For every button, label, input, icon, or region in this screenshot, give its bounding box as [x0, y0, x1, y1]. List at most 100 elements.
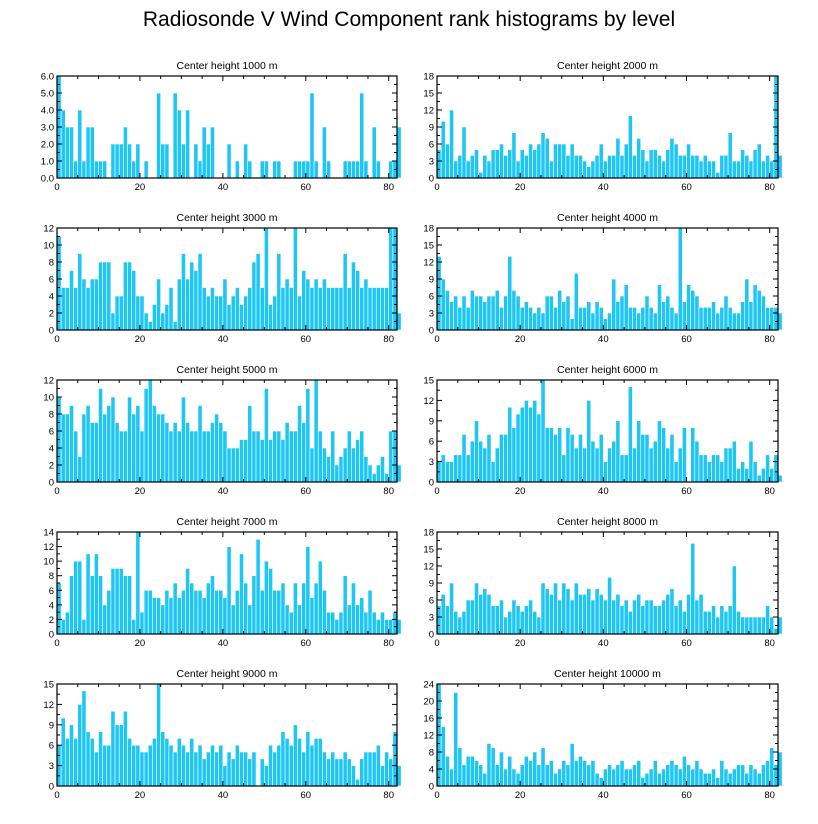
histogram-bar [673, 461, 679, 483]
histogram-bar [106, 744, 112, 787]
histogram-bar [355, 604, 360, 635]
histogram-bar [736, 611, 741, 635]
histogram-bar [247, 160, 253, 179]
chart-title: Center height 7000 m [177, 516, 278, 528]
histogram-bar [665, 295, 671, 331]
histogram-bar [114, 568, 120, 635]
histogram-bar [313, 278, 319, 331]
y-tick-label: 12 [423, 731, 434, 742]
histogram-bar [210, 575, 215, 635]
histogram-bar [330, 287, 336, 331]
y-tick-label: 2 [49, 615, 54, 626]
histogram-bar [201, 287, 207, 331]
histogram-bar [106, 589, 112, 635]
chart-title: Center height 10000 m [554, 668, 661, 680]
y-tick-label: 12 [43, 376, 54, 387]
histogram-bar [326, 160, 331, 179]
histogram-bar [748, 616, 754, 635]
histogram-bar [272, 751, 278, 787]
histogram-bar [524, 755, 529, 787]
histogram-bar [777, 616, 783, 635]
histogram-bar [519, 764, 525, 787]
histogram-bar [557, 143, 563, 179]
histogram-bar [168, 597, 174, 635]
x-tick-label: 20 [515, 486, 526, 497]
x-tick-label: 20 [135, 334, 146, 345]
x-tick-label: 60 [681, 638, 692, 649]
histogram-bar [81, 160, 87, 179]
histogram-bar [214, 751, 220, 787]
histogram-bar [135, 405, 141, 483]
x-tick-label: 0 [434, 790, 439, 801]
histogram-bar [657, 772, 662, 787]
y-tick-label: 6.0 [41, 72, 54, 83]
histogram-bar [288, 611, 294, 635]
x-tick-label: 0 [54, 638, 59, 649]
y-tick-label: 20 [423, 697, 434, 708]
histogram-bar [769, 747, 775, 787]
histogram-bar [611, 155, 617, 179]
histogram-bar [380, 456, 385, 483]
histogram-bar [698, 594, 704, 635]
histogram-bar [461, 126, 467, 179]
histogram-bar [652, 440, 658, 483]
histogram-bar [594, 772, 600, 787]
histogram-bar [334, 287, 340, 331]
histogram-bar [669, 588, 675, 635]
histogram-bar [561, 301, 567, 331]
y-tick-label: 0 [429, 478, 434, 489]
histogram-bar [193, 143, 199, 179]
chart-title: Center height 1000 m [177, 60, 278, 72]
histogram-bar [528, 599, 533, 635]
y-tick-label: 10 [43, 557, 54, 568]
histogram-bar [777, 312, 783, 331]
histogram-bar [243, 295, 249, 331]
histogram-bar [135, 295, 141, 331]
histogram-bar [586, 588, 592, 635]
histogram-bar [89, 278, 95, 331]
histogram-bar [573, 155, 579, 179]
histogram-bar [284, 738, 290, 787]
histogram-bar [524, 605, 529, 635]
histogram-bar [731, 768, 737, 787]
histogram-bar [102, 744, 108, 787]
histogram-bar [478, 172, 484, 179]
histogram-bar [536, 413, 542, 483]
histogram-bar [603, 599, 608, 635]
histogram-bar [313, 738, 319, 787]
x-tick-label: 20 [135, 638, 146, 649]
histogram-bar [648, 149, 654, 179]
histogram-bar [723, 768, 729, 787]
chart-panel-6: Center height 7000 m 0 20 40 60 80 0 2 4 6 8 10 12 14 [43, 516, 402, 649]
histogram-bar [114, 724, 120, 787]
histogram-bar [342, 253, 348, 331]
y-tick-label: 14 [43, 528, 54, 539]
histogram-bar [686, 594, 691, 635]
histogram-bar [322, 751, 327, 787]
histogram-bar [69, 126, 74, 179]
histogram-bar [532, 400, 538, 483]
histogram-bar [326, 456, 331, 483]
histogram-bar [744, 772, 750, 787]
histogram-bar [326, 611, 331, 635]
histogram-bar [761, 764, 766, 787]
y-tick-label: 12 [423, 106, 434, 117]
histogram-bar [234, 589, 240, 635]
histogram-bar [507, 611, 513, 635]
histogram-bar [582, 307, 588, 331]
y-tick-label: 6 [429, 596, 434, 607]
histogram-bar [160, 604, 166, 635]
y-tick-label: 6 [49, 275, 54, 286]
histogram-bar [110, 143, 116, 179]
chart-title: Center height 3000 m [177, 212, 278, 224]
y-tick-label: 6 [429, 437, 434, 448]
y-tick-label: 9 [429, 416, 434, 427]
histogram-bar [648, 307, 654, 331]
histogram-bar [519, 406, 525, 483]
histogram-bar [569, 318, 575, 331]
histogram-bar [619, 295, 625, 331]
histogram-bar [181, 253, 186, 331]
histogram-bar [330, 611, 336, 635]
y-tick-label: 15 [423, 545, 434, 556]
histogram-bar [507, 755, 513, 787]
